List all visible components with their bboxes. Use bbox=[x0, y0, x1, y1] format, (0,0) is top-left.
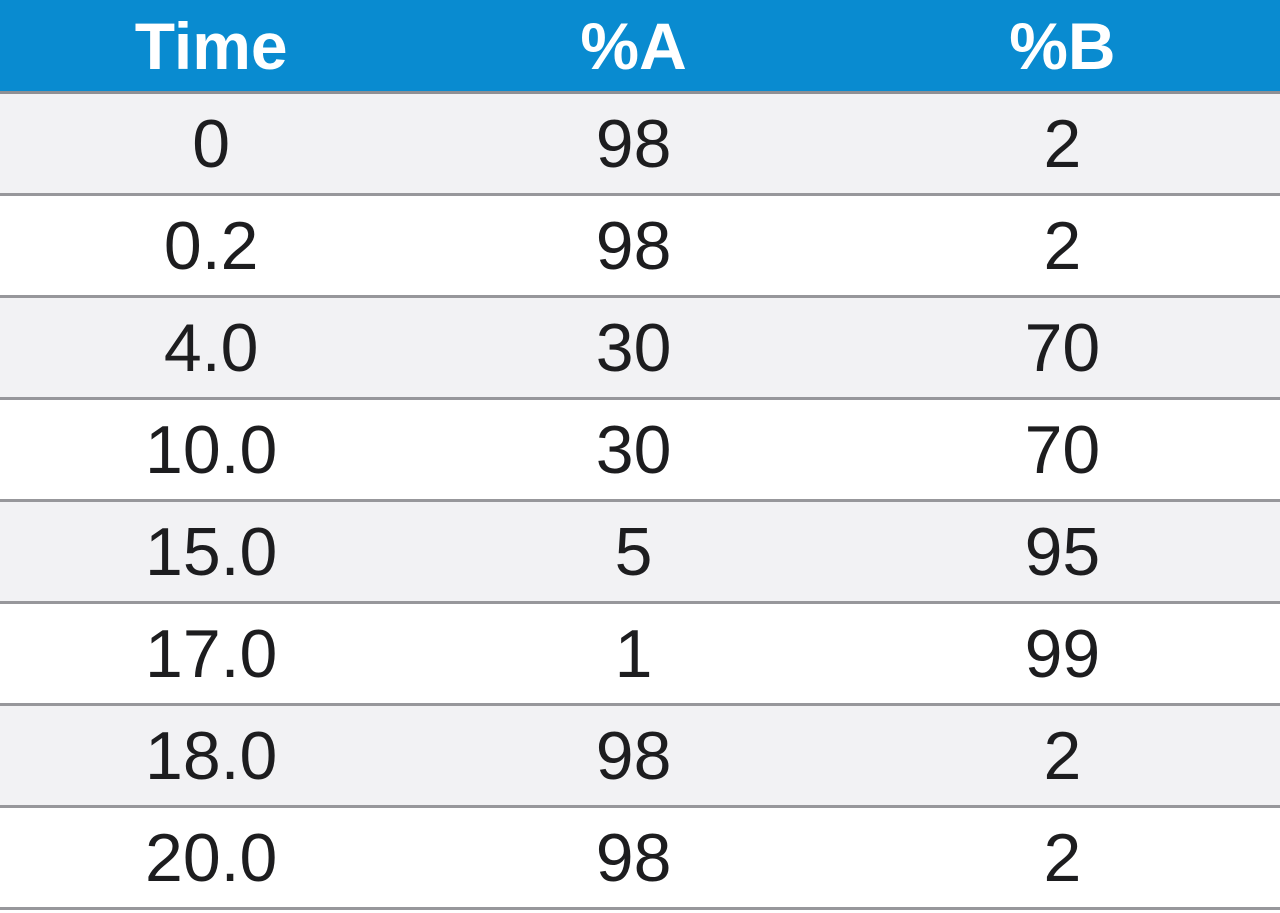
cell-percent-b: 2 bbox=[844, 808, 1280, 910]
cell-percent-a: 30 bbox=[422, 400, 845, 502]
table-row: 10.0 30 70 bbox=[0, 400, 1280, 502]
column-header-percent-a: %A bbox=[422, 0, 845, 94]
cell-time: 10.0 bbox=[0, 400, 423, 502]
cell-percent-a: 5 bbox=[422, 502, 845, 604]
table-row: 17.0 1 99 bbox=[0, 604, 1280, 706]
cell-time: 0 bbox=[0, 94, 423, 196]
cell-percent-a: 98 bbox=[422, 808, 845, 910]
table-row: 20.0 98 2 bbox=[0, 808, 1280, 910]
table-row: 0 98 2 bbox=[0, 94, 1280, 196]
cell-percent-b: 95 bbox=[844, 502, 1280, 604]
cell-percent-b: 70 bbox=[844, 298, 1280, 400]
cell-percent-a: 1 bbox=[422, 604, 845, 706]
cell-percent-a: 30 bbox=[422, 298, 845, 400]
table-row: 18.0 98 2 bbox=[0, 706, 1280, 808]
cell-percent-b: 2 bbox=[844, 706, 1280, 808]
table-row: 4.0 30 70 bbox=[0, 298, 1280, 400]
table-row: 0.2 98 2 bbox=[0, 196, 1280, 298]
cell-percent-a: 98 bbox=[422, 196, 845, 298]
cell-time: 4.0 bbox=[0, 298, 423, 400]
column-header-percent-b: %B bbox=[844, 0, 1280, 94]
cell-time: 20.0 bbox=[0, 808, 423, 910]
cell-time: 0.2 bbox=[0, 196, 423, 298]
table-body: 0 98 2 0.2 98 2 4.0 30 70 10.0 30 70 15.… bbox=[0, 94, 1280, 910]
cell-percent-b: 70 bbox=[844, 400, 1280, 502]
cell-percent-b: 99 bbox=[844, 604, 1280, 706]
cell-percent-a: 98 bbox=[422, 706, 845, 808]
cell-time: 17.0 bbox=[0, 604, 423, 706]
cell-percent-b: 2 bbox=[844, 94, 1280, 196]
table-row: 15.0 5 95 bbox=[0, 502, 1280, 604]
header-row: Time %A %B bbox=[0, 0, 1280, 94]
cell-time: 18.0 bbox=[0, 706, 423, 808]
cell-time: 15.0 bbox=[0, 502, 423, 604]
cell-percent-a: 98 bbox=[422, 94, 845, 196]
column-header-time: Time bbox=[0, 0, 423, 94]
table-header: Time %A %B bbox=[0, 0, 1280, 94]
cell-percent-b: 2 bbox=[844, 196, 1280, 298]
